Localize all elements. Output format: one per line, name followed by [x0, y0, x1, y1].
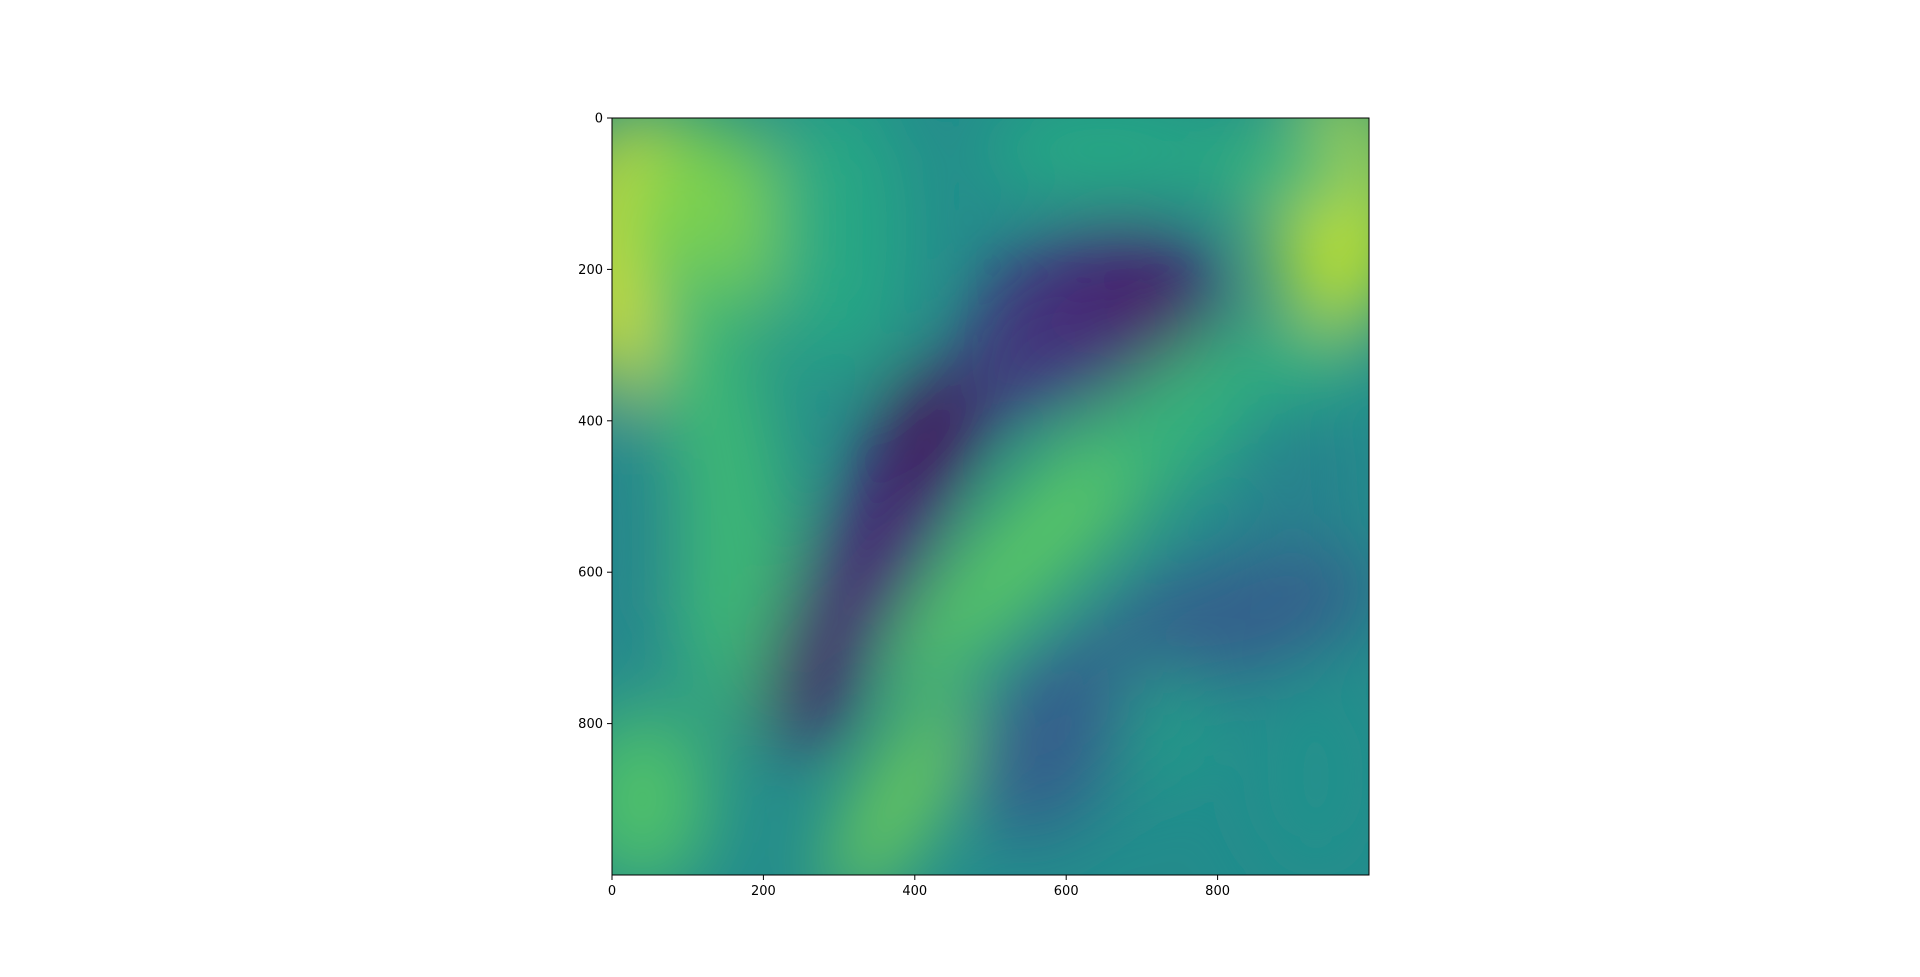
heatmap-region — [788, 635, 860, 752]
x-tick-label: 600 — [1054, 884, 1079, 899]
axes-frame — [611, 117, 1370, 876]
heatmap-region — [1194, 118, 1362, 209]
y-tick-label: 400 — [578, 414, 603, 429]
heatmap-region — [612, 708, 711, 875]
y-tick-label: 200 — [578, 263, 603, 278]
x-tick-label: 200 — [751, 884, 776, 899]
heatmap-region — [1085, 547, 1369, 689]
heatmap-region — [971, 640, 1131, 837]
heatmap-region — [971, 317, 1101, 419]
y-axis: 0 200 400 600 800 — [578, 112, 612, 732]
heatmap-region — [830, 692, 969, 875]
heatmap-region — [642, 256, 794, 737]
y-tick-label: 600 — [578, 566, 603, 581]
heatmap-region — [1255, 670, 1369, 875]
heatmap-region — [874, 361, 985, 495]
heatmap-field — [612, 118, 1369, 875]
y-tick-label: 0 — [595, 112, 603, 127]
heatmap-region — [612, 390, 681, 694]
heatmap-blobs — [612, 118, 1369, 875]
x-tick-label: 800 — [1205, 884, 1230, 899]
heatmap-region — [1191, 322, 1365, 429]
heatmap-region — [1104, 246, 1211, 338]
x-axis: 0 200 400 600 800 — [608, 875, 1230, 899]
x-tick-label: 0 — [608, 884, 616, 899]
heatmap-region — [1225, 398, 1362, 550]
heatmap-region — [982, 118, 1226, 194]
y-tick-label: 800 — [578, 717, 603, 732]
x-tick-label: 400 — [902, 884, 927, 899]
heatmap-region — [770, 118, 908, 383]
heatmap-region — [612, 118, 794, 330]
